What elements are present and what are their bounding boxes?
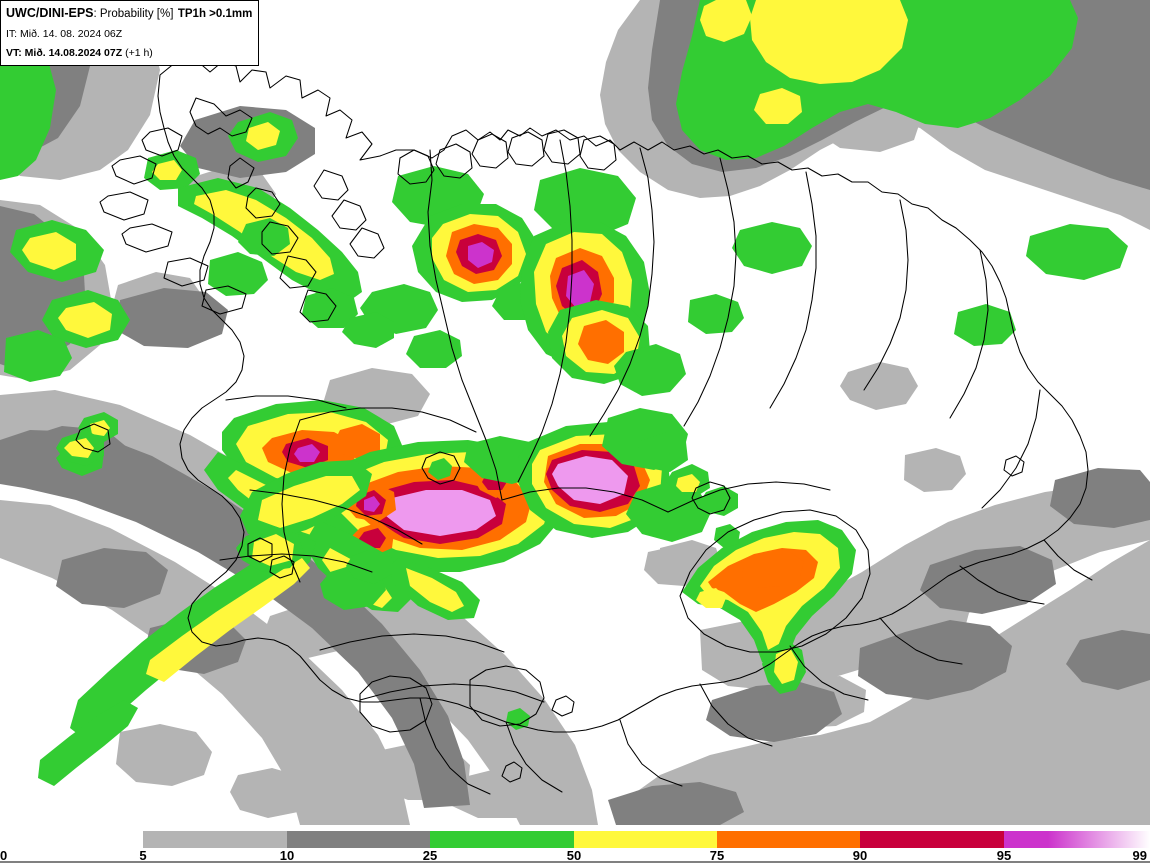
param-label: Probability [%] [99, 8, 174, 20]
valid-time-label: VT: [6, 47, 25, 60]
colorbar-tick-50: 50 [566, 848, 582, 863]
colorbar-tick-10: 10 [279, 848, 295, 863]
init-time-value: Mið. 14. 08. 2024 06Z [20, 27, 123, 40]
colorbar-tick-95: 95 [996, 848, 1012, 863]
feature-north-inland [342, 166, 636, 368]
valid-time-lead: (+1 h) [122, 47, 153, 60]
colorbar-baseline [0, 861, 1150, 863]
colorbar-segment-0 [0, 831, 143, 848]
feature-north-coast [676, 0, 1128, 346]
feature-central-core [518, 408, 712, 542]
title-line-init-time: IT: Mið. 14. 08. 2024 06Z [6, 23, 252, 43]
valid-time-value: Mið. 14.08.2024 07Z [24, 47, 123, 60]
colorbar-segment-95 [1004, 831, 1150, 848]
probability-map[interactable]: UWC/DINI-EPS: Probability [%] TP1h >0.1m… [0, 0, 1150, 825]
map-canvas [0, 0, 1150, 825]
model-name: UWC/DINI-EPS [6, 6, 94, 20]
colorbar-segment-75 [717, 831, 860, 848]
colorbar-segment-5 [143, 831, 287, 848]
colorbar-tick-75: 75 [709, 848, 725, 863]
colorbar-tick-90: 90 [852, 848, 868, 863]
colorbar-tick-25: 25 [422, 848, 438, 863]
feature-trollaskagi-bullseye [412, 204, 544, 320]
colorbar-tick-0: 0 [0, 848, 8, 863]
title-line-model: UWC/DINI-EPS: Probability [%] TP1h >0.1m… [6, 3, 252, 23]
probability-colorbar: 0 5 10 25 50 75 90 95 99 [0, 825, 1150, 863]
feature-westfjords [4, 112, 362, 476]
colorbar-tick-5: 5 [139, 848, 147, 863]
param-variable: TP1h >0.1mm [177, 8, 253, 20]
colorbar-segment-90 [860, 831, 1004, 848]
colorbar-segment-10 [287, 831, 430, 848]
colorbar-tick-99: 99 [1132, 848, 1147, 863]
map-info-box: UWC/DINI-EPS: Probability [%] TP1h >0.1m… [0, 0, 260, 66]
feature-southwest-band [38, 430, 392, 786]
coastline-overlay [75, 59, 1093, 795]
colorbar-tick-labels: 0 5 10 25 50 75 90 95 99 [0, 848, 1150, 863]
colorbar-segment-50 [574, 831, 717, 848]
title-line-valid-time: VT: Mið. 14.08.2024 07Z (+1 h) [6, 42, 252, 62]
param-separator: : [93, 8, 100, 20]
colorbar-strip [0, 831, 1150, 848]
colorbar-segment-25 [430, 831, 574, 848]
init-time-label: IT: [6, 27, 21, 40]
